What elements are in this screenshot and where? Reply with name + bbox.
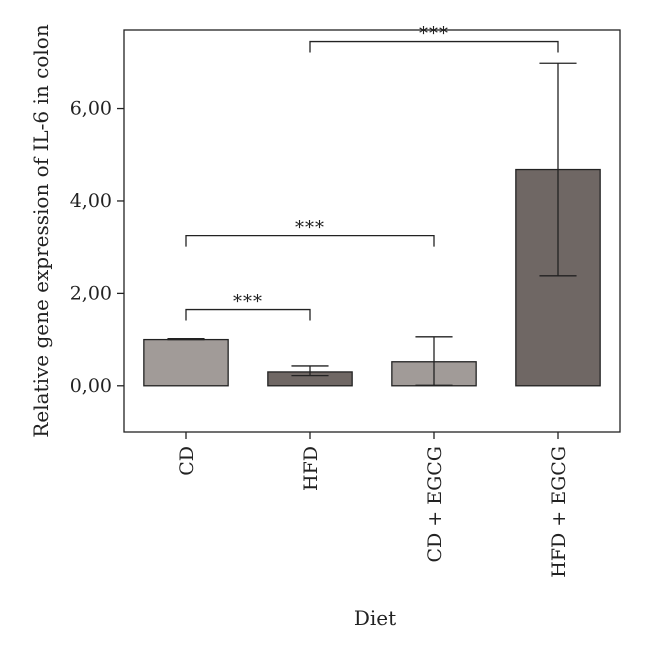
x-tick-label-0: CD: [176, 446, 198, 476]
significance-label-2: ***: [419, 24, 449, 45]
significance-bracket-0: [185, 308, 311, 321]
y-axis: 0,00 2,00 4,00 6,00: [70, 98, 124, 397]
bar-0: [143, 338, 229, 387]
error-bars-layer: [167, 62, 577, 386]
x-tick-label-2: CD + EGCG: [424, 446, 446, 563]
y-tick-label-2: 4,00: [70, 190, 112, 212]
y-tick-label-3: 6,00: [70, 98, 112, 120]
significance-bracket-1: [185, 234, 435, 247]
significance-bracket-2: [309, 40, 559, 53]
x-axis-title: Diet: [354, 606, 396, 630]
plot-area-frame: [123, 29, 621, 433]
y-axis-title: Relative gene expression of IL-6 in colo…: [29, 24, 53, 438]
x-tick-label-3: HFD + EGCG: [548, 446, 570, 578]
significance-label-0: ***: [233, 292, 263, 313]
y-tick-label-1: 2,00: [70, 282, 112, 304]
y-tick-label-0: 0,00: [70, 375, 112, 397]
x-tick-label-1: HFD: [300, 446, 322, 491]
significance-layer: *** *** ***: [185, 24, 559, 321]
bars-layer: [143, 168, 601, 387]
significance-label-1: ***: [295, 218, 325, 239]
x-axis: CD HFD CD + EGCG HFD + EGCG: [176, 432, 570, 578]
